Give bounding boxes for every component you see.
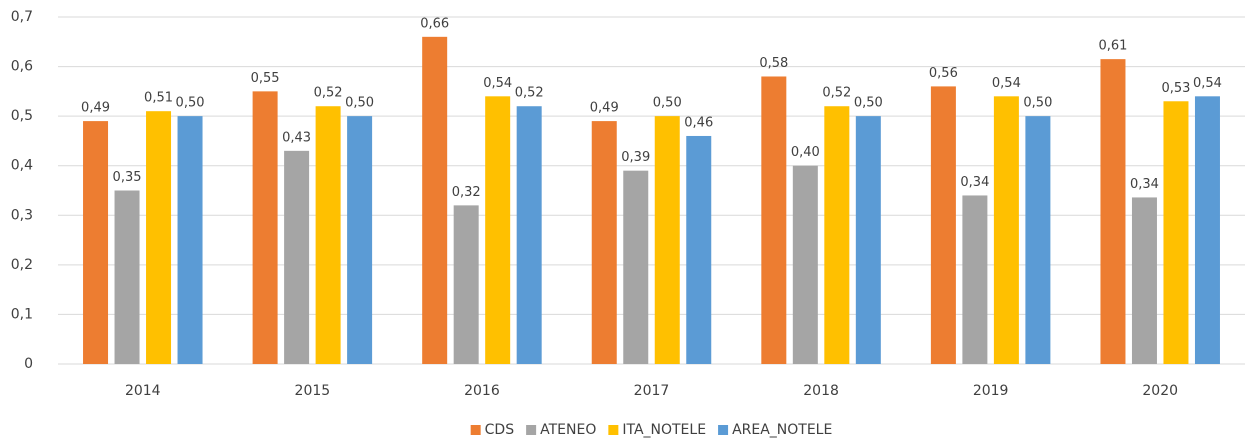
legend-swatch bbox=[608, 425, 619, 435]
bar bbox=[855, 116, 881, 365]
x-tick-label: 2018 bbox=[803, 383, 839, 399]
bar bbox=[453, 205, 479, 364]
data-label: 0,53 bbox=[1161, 81, 1190, 96]
y-tick-label: 0,6 bbox=[11, 59, 33, 75]
bar bbox=[485, 96, 511, 365]
data-label: 0,56 bbox=[929, 66, 958, 81]
bar bbox=[686, 135, 712, 364]
legend-label: CDS bbox=[485, 422, 515, 438]
bar bbox=[1025, 116, 1051, 365]
legend-swatch bbox=[470, 425, 481, 435]
data-label: 0,50 bbox=[345, 96, 374, 111]
bar bbox=[422, 36, 448, 364]
bar bbox=[347, 116, 373, 365]
bar bbox=[591, 121, 617, 364]
legend-label: AREA_NOTELE bbox=[732, 422, 832, 438]
data-label: 0,34 bbox=[1130, 177, 1159, 192]
y-tick-label: 0,5 bbox=[11, 108, 33, 124]
data-label: 0,40 bbox=[791, 145, 820, 160]
legend-swatch bbox=[526, 425, 537, 435]
bar bbox=[1194, 96, 1220, 365]
data-label: 0,51 bbox=[144, 91, 173, 106]
bar bbox=[315, 106, 341, 364]
x-tick-label: 2017 bbox=[634, 383, 670, 399]
data-label: 0,54 bbox=[1193, 76, 1222, 91]
data-label: 0,52 bbox=[515, 86, 544, 101]
x-tick-label: 2016 bbox=[464, 383, 500, 399]
data-label: 0,46 bbox=[684, 115, 713, 130]
bar bbox=[930, 86, 956, 365]
data-label: 0,43 bbox=[282, 130, 311, 145]
data-label: 0,49 bbox=[81, 101, 110, 116]
data-label: 0,49 bbox=[590, 101, 619, 116]
data-label: 0,50 bbox=[653, 96, 682, 111]
x-tick-label: 2020 bbox=[1142, 383, 1178, 399]
y-tick-label: 0,2 bbox=[11, 257, 33, 273]
x-tick-label: 2014 bbox=[125, 383, 161, 399]
data-label: 0,55 bbox=[251, 71, 280, 86]
data-label: 0,39 bbox=[621, 150, 650, 165]
data-label: 0,52 bbox=[314, 86, 343, 101]
bar bbox=[146, 111, 172, 364]
y-tick-label: 0,1 bbox=[11, 306, 33, 322]
bar bbox=[284, 150, 310, 364]
legend-swatch bbox=[718, 425, 729, 435]
data-label: 0,34 bbox=[960, 175, 989, 190]
bar bbox=[1100, 59, 1126, 365]
bar bbox=[1131, 197, 1157, 364]
legend-label: ITA_NOTELE bbox=[622, 422, 706, 438]
x-tick-label: 2019 bbox=[973, 383, 1009, 399]
legend-label: ATENEO bbox=[540, 422, 596, 438]
bar bbox=[516, 106, 542, 364]
bar bbox=[114, 190, 140, 364]
data-label: 0,52 bbox=[822, 86, 851, 101]
bar bbox=[252, 91, 278, 364]
bar bbox=[623, 170, 649, 364]
bar bbox=[962, 195, 988, 364]
data-label: 0,35 bbox=[113, 170, 142, 185]
bar bbox=[792, 165, 818, 364]
data-label: 0,50 bbox=[1023, 96, 1052, 111]
data-label: 0,54 bbox=[483, 76, 512, 91]
data-label: 0,50 bbox=[854, 96, 883, 111]
y-tick-label: 0 bbox=[24, 356, 33, 372]
bar bbox=[761, 76, 787, 364]
y-tick-label: 0,7 bbox=[11, 9, 33, 25]
x-tick-label: 2015 bbox=[295, 383, 331, 399]
bar bbox=[993, 96, 1019, 365]
bar bbox=[1163, 101, 1189, 365]
bar bbox=[654, 116, 680, 365]
y-tick-label: 0,4 bbox=[11, 158, 33, 174]
data-label: 0,58 bbox=[759, 56, 788, 71]
data-label: 0,32 bbox=[452, 185, 481, 200]
y-tick-label: 0,3 bbox=[11, 207, 33, 223]
data-label: 0,50 bbox=[176, 96, 205, 111]
data-label: 0,66 bbox=[420, 16, 449, 31]
data-label: 0,61 bbox=[1098, 39, 1127, 54]
bar bbox=[177, 116, 203, 365]
data-label: 0,54 bbox=[992, 76, 1021, 91]
bar bbox=[824, 106, 850, 364]
bar bbox=[83, 121, 109, 364]
